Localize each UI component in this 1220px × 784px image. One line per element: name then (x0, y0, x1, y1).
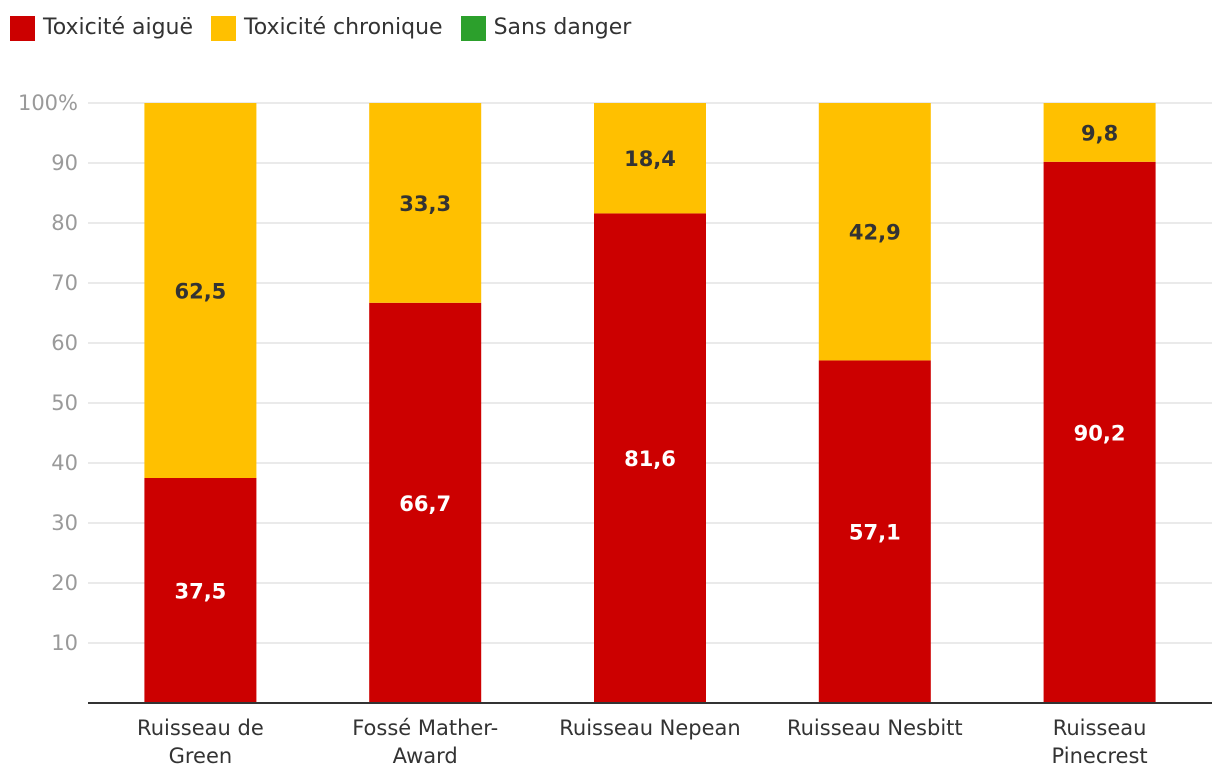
data-label: 33,3 (399, 192, 451, 216)
y-tick-label: 20 (51, 571, 78, 595)
data-label: 42,9 (849, 221, 901, 245)
data-label: 57,1 (849, 521, 901, 545)
bar-segment[interactable] (144, 478, 257, 703)
legend-swatch-acute (10, 15, 35, 41)
data-label: 9,8 (1081, 121, 1118, 145)
x-tick-label-line: Ruisseau (1053, 716, 1147, 740)
legend-label-chronic: Toxicité chronique (244, 15, 443, 40)
legend: Toxicité aiguë Toxicité chronique Sans d… (10, 14, 631, 42)
x-tick-label-line: Fossé Mather- (352, 716, 498, 740)
x-tick-label-line: Ruisseau Nepean (559, 716, 741, 740)
x-tick-label: Ruisseau de Green (137, 716, 264, 768)
bar-segment[interactable] (369, 103, 482, 303)
data-label: 62,5 (174, 280, 226, 304)
data-label: 37,5 (174, 580, 226, 604)
legend-item-safe[interactable]: Sans danger (460, 14, 632, 42)
x-tick-label-line: Green (169, 744, 233, 768)
x-tick-label-line: Ruisseau Nesbitt (787, 716, 963, 740)
legend-swatch-chronic (211, 15, 237, 41)
legend-item-chronic[interactable]: Toxicité chronique (211, 14, 443, 42)
y-tick-label: 30 (51, 511, 78, 535)
data-label: 66,7 (399, 492, 451, 516)
data-label: 18,4 (624, 147, 676, 171)
y-tick-label: 80 (51, 211, 78, 235)
y-tick-label: 10 (51, 631, 78, 655)
bar-segment[interactable] (594, 103, 706, 214)
data-label: 81,6 (624, 447, 676, 471)
bar-segment[interactable] (594, 213, 706, 703)
x-tick-label: Ruisseau Nepean (559, 716, 741, 740)
legend-label-safe: Sans danger (493, 15, 632, 40)
x-tick-label-line: Ruisseau de (137, 716, 264, 740)
y-tick-label: 100% (18, 91, 78, 115)
x-tick-label: Ruisseau Nesbitt (787, 716, 963, 740)
legend-swatch-safe (460, 15, 486, 41)
bar-segment[interactable] (369, 302, 482, 703)
x-tick-label-line: Award (393, 744, 458, 768)
bar-segment[interactable] (1043, 161, 1156, 704)
x-tick-label: Fossé Mather- Award (352, 716, 498, 768)
bar-segment[interactable] (818, 360, 931, 703)
y-tick-label: 90 (51, 151, 78, 175)
legend-label-acute: Toxicité aiguë (43, 15, 194, 40)
x-tick-label-line: Pinecrest (1052, 744, 1148, 768)
y-tick-label: 60 (51, 331, 78, 355)
x-tick-label: Ruisseau Pinecrest (1052, 716, 1148, 768)
y-tick-label: 70 (51, 271, 78, 295)
y-tick-label: 40 (51, 451, 78, 475)
y-tick-label: 50 (51, 391, 78, 415)
legend-item-acute[interactable]: Toxicité aiguë (10, 14, 193, 42)
bar-segment[interactable] (1043, 103, 1156, 162)
bar-segment[interactable] (144, 103, 257, 478)
bar-segment[interactable] (818, 103, 931, 361)
data-label: 90,2 (1074, 421, 1126, 445)
